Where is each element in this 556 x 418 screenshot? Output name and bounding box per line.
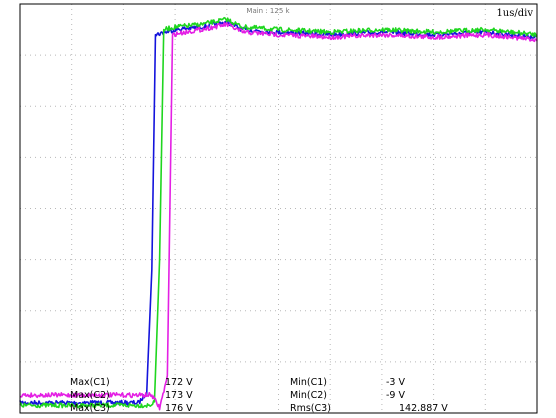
measurement-value: 173 V (165, 390, 193, 401)
sample-info-label: Main : 125 k (246, 7, 290, 15)
measurement-label: Max(C1) (70, 377, 110, 388)
measurements-panel: Max(C1) 172 V Max(C2) 173 V Max(C3) 176 … (70, 377, 448, 414)
measurement-value: -9 V (386, 390, 405, 401)
measurement-value: 142.887 V (399, 403, 448, 414)
graticule-frame (19, 3, 538, 414)
graticule (20, 4, 537, 413)
measurement-label: Min(C2) (290, 390, 327, 401)
measurement-label: Rms(C3) (290, 403, 331, 414)
measurement-value: -3 V (386, 377, 405, 388)
measurement-label: Max(C3) (70, 403, 110, 414)
measurement-label: Min(C1) (290, 377, 327, 388)
measurement-value: 176 V (165, 403, 193, 414)
waveform-traces (19, 16, 538, 411)
measurement-label: Max(C2) (70, 390, 110, 401)
trace-c2 (19, 16, 538, 409)
timebase-label: 1us/div (496, 8, 533, 19)
trace-c3 (19, 22, 538, 411)
measurement-value: 172 V (165, 377, 193, 388)
